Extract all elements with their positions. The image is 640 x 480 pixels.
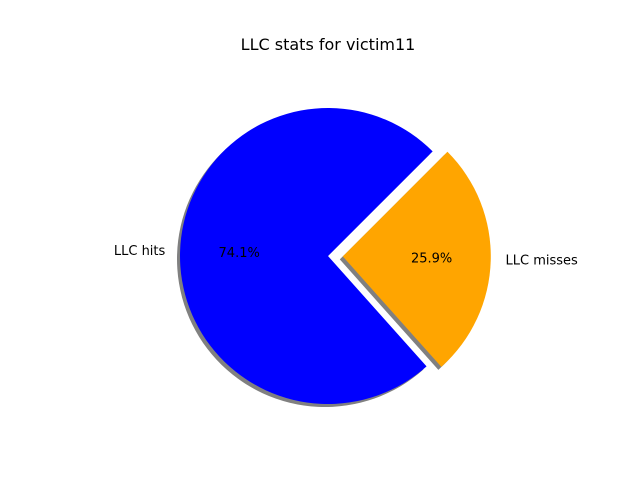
slice-label-llc-misses: LLC misses	[506, 254, 579, 269]
pct-label-llc-hits: 74.1%	[219, 246, 260, 261]
slice-llc-misses	[342, 151, 491, 367]
label-layer: LLC hits 74.1% LLC misses 25.9%	[114, 244, 578, 269]
chart-title: LLC stats for victim11	[241, 35, 416, 54]
slice-label-llc-hits: LLC hits	[114, 244, 166, 259]
slice-layer	[179, 108, 491, 405]
slice-llc-hits	[179, 108, 433, 405]
pct-label-llc-misses: 25.9%	[411, 251, 452, 266]
